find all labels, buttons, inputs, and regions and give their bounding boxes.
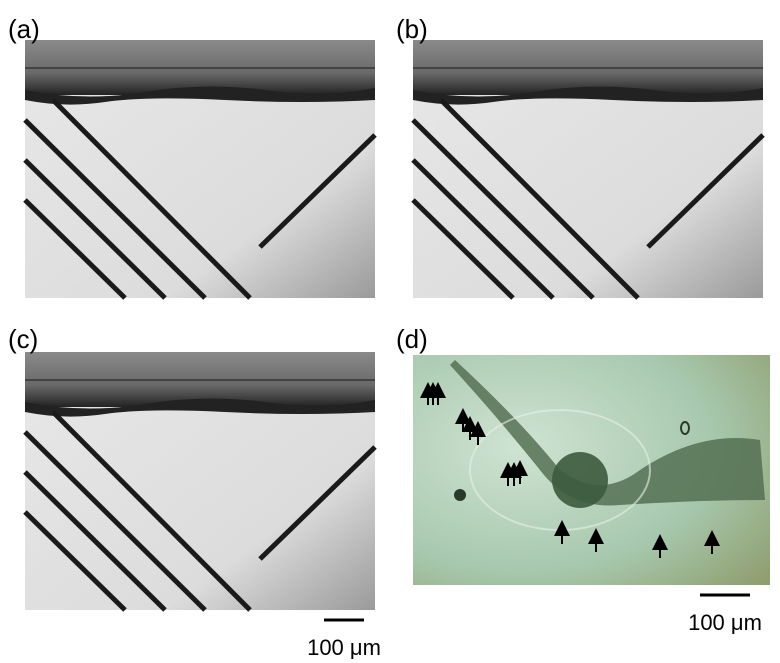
panel-label: (b) bbox=[396, 14, 428, 44]
panel-label: (d) bbox=[396, 324, 428, 354]
panel-label: (a) bbox=[8, 14, 40, 44]
scale-bar-label: 100 μm bbox=[688, 610, 762, 635]
scale-bar-label: 100 μm bbox=[307, 635, 381, 660]
micrograph-d bbox=[413, 355, 770, 585]
micrograph-a bbox=[25, 40, 375, 298]
panel-label: (c) bbox=[8, 324, 38, 354]
micrograph-c bbox=[25, 352, 375, 610]
page: (a) (b) (c) (d) 100 μm 100 μm (() => { c… bbox=[0, 0, 780, 663]
figure: (a) (b) (c) (d) 100 μm 100 μm bbox=[0, 0, 780, 663]
micrograph-b bbox=[413, 40, 763, 298]
